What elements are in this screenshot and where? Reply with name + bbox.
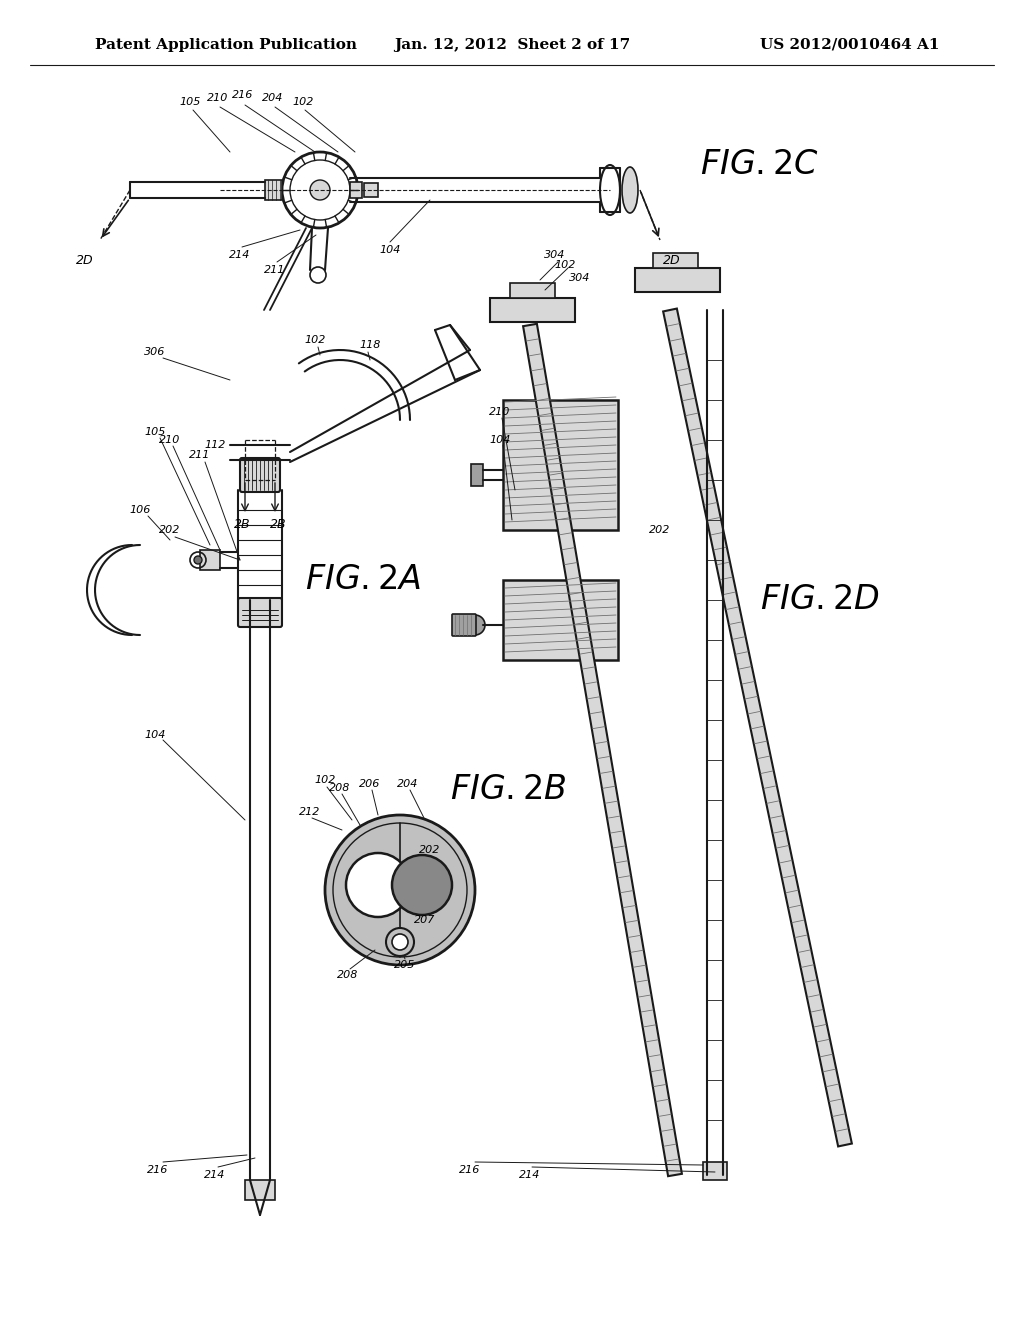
Circle shape bbox=[194, 556, 202, 564]
Text: 214: 214 bbox=[229, 249, 251, 260]
Text: 102: 102 bbox=[304, 335, 326, 345]
Text: 214: 214 bbox=[519, 1170, 541, 1180]
Text: $\mathit{FIG.2D}$: $\mathit{FIG.2D}$ bbox=[760, 583, 880, 616]
Circle shape bbox=[346, 853, 410, 917]
Text: 208: 208 bbox=[330, 783, 350, 793]
Text: 304: 304 bbox=[545, 249, 565, 260]
Text: 102: 102 bbox=[314, 775, 336, 785]
Bar bbox=[200, 550, 220, 570]
Text: 211: 211 bbox=[189, 450, 211, 459]
Text: $\mathit{FIG.2C}$: $\mathit{FIG.2C}$ bbox=[700, 149, 818, 181]
Text: US 2012/0010464 A1: US 2012/0010464 A1 bbox=[761, 38, 940, 51]
Text: 208: 208 bbox=[337, 970, 358, 979]
FancyBboxPatch shape bbox=[238, 598, 282, 627]
Text: 102: 102 bbox=[292, 96, 313, 107]
Text: 216: 216 bbox=[147, 1166, 169, 1175]
Bar bbox=[245, 1180, 275, 1200]
Polygon shape bbox=[664, 309, 852, 1147]
Circle shape bbox=[392, 935, 408, 950]
Text: 2B: 2B bbox=[233, 519, 250, 532]
Text: 104: 104 bbox=[489, 436, 511, 445]
Polygon shape bbox=[523, 323, 682, 1176]
Text: Patent Application Publication: Patent Application Publication bbox=[95, 38, 357, 51]
Text: 216: 216 bbox=[232, 90, 254, 100]
Bar bbox=[703, 1162, 727, 1180]
Circle shape bbox=[310, 180, 330, 201]
Text: 205: 205 bbox=[394, 960, 416, 970]
Text: 2D: 2D bbox=[664, 253, 681, 267]
Bar bbox=[364, 183, 378, 197]
Bar bbox=[503, 579, 618, 660]
Text: 216: 216 bbox=[460, 1166, 480, 1175]
Text: 2B: 2B bbox=[269, 519, 287, 532]
Text: 202: 202 bbox=[419, 845, 440, 855]
Text: 2D: 2D bbox=[76, 253, 94, 267]
Text: 118: 118 bbox=[359, 341, 381, 350]
Circle shape bbox=[325, 814, 475, 965]
Text: 212: 212 bbox=[299, 807, 321, 817]
Text: 306: 306 bbox=[144, 347, 166, 356]
Bar bbox=[635, 268, 720, 292]
Text: 104: 104 bbox=[144, 730, 166, 741]
Text: 210: 210 bbox=[489, 407, 511, 417]
Bar bbox=[471, 465, 483, 486]
Text: 206: 206 bbox=[359, 779, 381, 789]
Text: 104: 104 bbox=[379, 246, 400, 255]
Bar bbox=[503, 400, 618, 531]
Text: 214: 214 bbox=[205, 1170, 225, 1180]
Text: 106: 106 bbox=[129, 506, 151, 515]
FancyBboxPatch shape bbox=[452, 614, 476, 636]
Text: 304: 304 bbox=[569, 273, 591, 282]
Text: 112: 112 bbox=[205, 440, 225, 450]
Ellipse shape bbox=[622, 168, 638, 213]
Text: 211: 211 bbox=[264, 265, 286, 275]
Text: 202: 202 bbox=[160, 525, 180, 535]
Bar bbox=[510, 282, 555, 298]
Text: 202: 202 bbox=[649, 525, 671, 535]
Bar bbox=[490, 298, 575, 322]
Text: 204: 204 bbox=[262, 92, 284, 103]
Text: 105: 105 bbox=[144, 426, 166, 437]
Circle shape bbox=[465, 615, 485, 635]
Text: 210: 210 bbox=[160, 436, 180, 445]
Bar bbox=[653, 253, 698, 268]
Text: 102: 102 bbox=[554, 260, 575, 271]
Circle shape bbox=[392, 855, 452, 915]
Text: 204: 204 bbox=[397, 779, 419, 789]
Text: 105: 105 bbox=[179, 96, 201, 107]
Text: 207: 207 bbox=[415, 915, 435, 925]
Text: $\mathit{FIG.2B}$: $\mathit{FIG.2B}$ bbox=[450, 774, 566, 807]
Bar bbox=[350, 182, 362, 198]
Text: 210: 210 bbox=[207, 92, 228, 103]
Circle shape bbox=[386, 928, 414, 956]
Bar bbox=[265, 180, 282, 201]
FancyBboxPatch shape bbox=[240, 458, 280, 492]
Text: Jan. 12, 2012  Sheet 2 of 17: Jan. 12, 2012 Sheet 2 of 17 bbox=[394, 38, 630, 51]
Text: $\mathit{FIG.2A}$: $\mathit{FIG.2A}$ bbox=[305, 564, 421, 597]
